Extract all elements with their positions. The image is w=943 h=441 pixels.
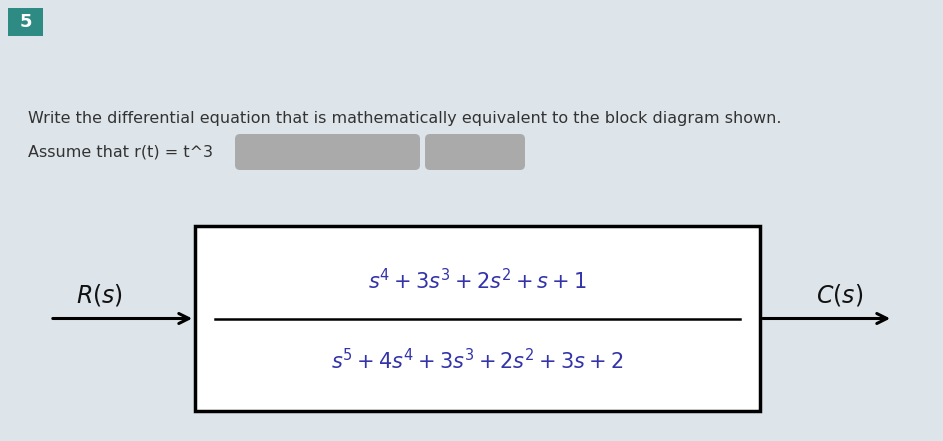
Text: $R(s)$: $R(s)$	[76, 283, 124, 309]
FancyBboxPatch shape	[235, 134, 420, 170]
Text: $C(s)$: $C(s)$	[817, 283, 864, 309]
FancyBboxPatch shape	[425, 134, 525, 170]
Text: Assume that r(t) = t^3: Assume that r(t) = t^3	[28, 145, 213, 160]
Bar	[8, 8, 43, 36]
Text: $s^4 + 3s^3 + 2s^2 + s + 1$: $s^4 + 3s^3 + 2s^2 + s + 1$	[368, 268, 587, 293]
Bar	[195, 226, 760, 411]
Text: Write the differential equation that is mathematically equivalent to the block d: Write the differential equation that is …	[28, 111, 782, 126]
Text: $s^5 + 4s^4 + 3s^3 + 2s^2 + 3s + 2$: $s^5 + 4s^4 + 3s^3 + 2s^2 + 3s + 2$	[331, 348, 623, 373]
Text: 5: 5	[19, 13, 32, 31]
